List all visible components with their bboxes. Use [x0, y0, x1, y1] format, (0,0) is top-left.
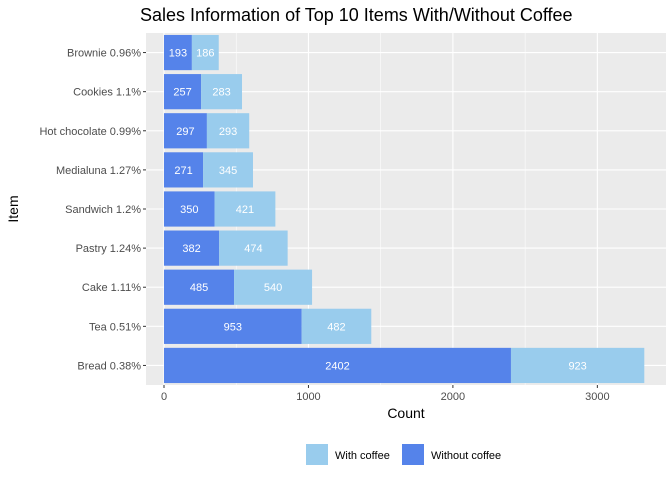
data-label-with-coffee: 474 [244, 243, 262, 255]
chart-title: Sales Information of Top 10 Items With/W… [140, 5, 573, 25]
data-label-with-coffee: 540 [264, 282, 282, 294]
data-label-without-coffee: 485 [190, 282, 208, 294]
y-tick-label: Pastry 1.24% [76, 243, 142, 255]
bar-with-coffee [234, 269, 313, 305]
x-axis-title: Count [387, 405, 424, 421]
data-label-without-coffee: 382 [182, 243, 200, 255]
y-tick-label: Tea 0.51% [89, 321, 141, 333]
y-tick-label: Bread 0.38% [77, 360, 141, 372]
y-tick-label: Brownie 0.96% [67, 48, 141, 60]
data-label-without-coffee: 350 [180, 204, 198, 216]
x-tick-label: 2000 [441, 391, 465, 403]
y-tick-label: Sandwich 1.2% [65, 204, 141, 216]
bar-without-coffee [164, 347, 511, 384]
bar-with-coffee [214, 191, 276, 227]
data-label-with-coffee: 293 [219, 126, 237, 138]
y-axis-labels: Brownie 0.96% Cookies 1.1% Hot chocolate 0… [39, 48, 146, 372]
bar-without-coffee [164, 113, 207, 149]
data-label-without-coffee: 297 [176, 126, 194, 138]
y-tick-label: Cookies 1.1% [73, 87, 141, 99]
legend-swatch [306, 444, 328, 465]
data-label-without-coffee: 953 [224, 321, 242, 333]
data-label-with-coffee: 482 [327, 321, 345, 333]
bar-with-coffee [203, 152, 253, 188]
bars: 193 186 257 283 297 293 271 345 350 421 382 474 485 5… [164, 34, 645, 384]
x-tick-label: 1000 [296, 391, 320, 403]
x-tick-label: 3000 [585, 391, 609, 403]
bar-without-coffee [164, 230, 220, 266]
data-label-without-coffee: 257 [173, 87, 191, 99]
legend-label: With coffee [335, 450, 390, 462]
bar-with-coffee [191, 34, 219, 71]
bar-without-coffee [164, 191, 215, 227]
bar-with-coffee [219, 230, 288, 266]
bar-without-coffee [164, 269, 235, 305]
x-tick-label: 0 [161, 391, 167, 403]
data-label-with-coffee: 283 [212, 87, 230, 99]
data-label-with-coffee: 421 [236, 204, 254, 216]
y-tick-label: Cake 1.11% [82, 282, 141, 294]
bar-with-coffee [510, 347, 645, 384]
legend-swatch [402, 444, 424, 465]
bar-with-coffee [201, 74, 243, 110]
data-label-with-coffee: 923 [568, 360, 586, 372]
y-tick-label: Medialuna 1.27% [56, 165, 141, 177]
data-label-with-coffee: 186 [196, 48, 214, 60]
data-label-without-coffee: 193 [169, 48, 187, 60]
bar-with-coffee [206, 113, 250, 149]
x-axis-labels: 0 1000 2000 3000 [161, 385, 610, 403]
bar-with-coffee [301, 308, 372, 344]
data-label-without-coffee: 2402 [325, 360, 349, 372]
bar-without-coffee [164, 34, 192, 71]
legend: With coffee Without coffee [306, 444, 501, 465]
bar-without-coffee [164, 152, 204, 188]
bar-without-coffee [164, 308, 302, 344]
data-label-with-coffee: 345 [219, 165, 237, 177]
bar-without-coffee [164, 74, 202, 110]
legend-label: Without coffee [431, 450, 501, 462]
y-axis-title: Item [5, 195, 21, 222]
y-tick-label: Hot chocolate 0.99% [39, 126, 141, 138]
data-label-without-coffee: 271 [174, 165, 192, 177]
